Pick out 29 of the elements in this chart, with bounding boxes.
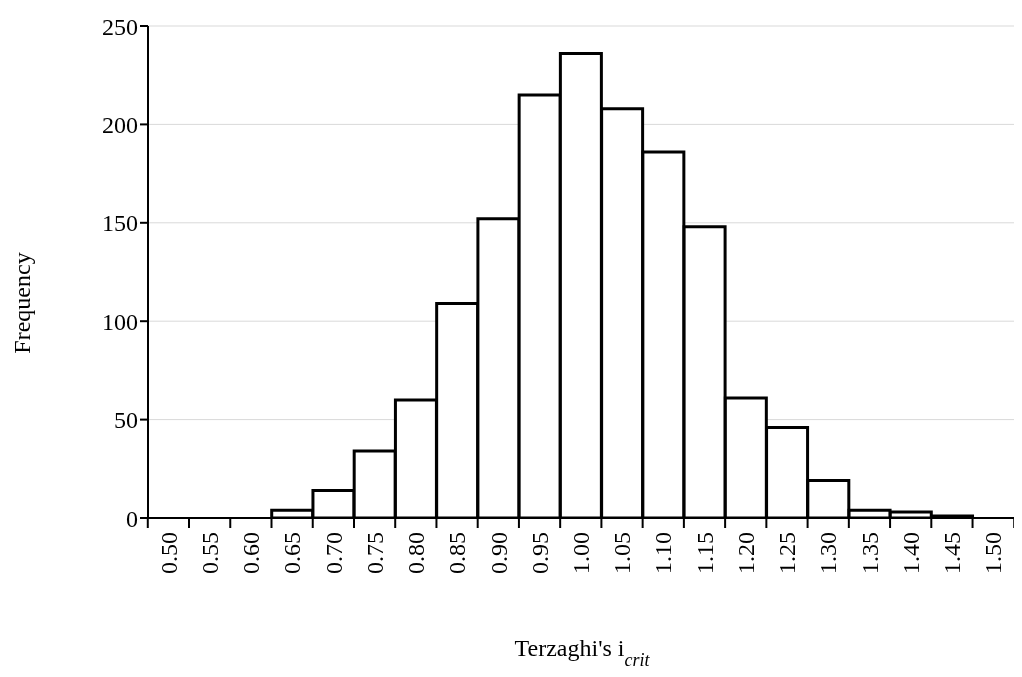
x-tick-label: 0.95: [526, 532, 553, 574]
x-tick-label: 0.50: [155, 532, 182, 574]
y-tick-label: 250: [102, 13, 138, 40]
x-axis-title: Terzaghi's i$_{crit}$: [514, 635, 651, 670]
x-tick-label: 1.45: [939, 532, 966, 574]
x-tick-label: 0.90: [485, 532, 512, 574]
y-axis-title: Frequency: [9, 252, 35, 354]
y-tick-label: 0: [126, 505, 138, 532]
x-tick-label: 1.50: [980, 532, 1007, 574]
x-tick-label: 1.15: [691, 532, 718, 574]
x-tick-label: 1.25: [774, 532, 801, 574]
y-tick-label: 150: [102, 210, 138, 237]
x-tick-label: 0.70: [320, 532, 347, 574]
y-tick-label: 200: [102, 111, 138, 138]
x-tick-label: 1.20: [732, 532, 759, 574]
y-tick-label: 50: [114, 407, 138, 434]
y-tick-label: 100: [102, 308, 138, 335]
x-tick-label: 1.35: [856, 532, 883, 574]
x-tick-label: 1.30: [815, 532, 842, 574]
x-tick-label: 1.10: [650, 532, 677, 574]
x-tick-label: 1.00: [568, 532, 594, 574]
x-tick-label: 0.60: [238, 532, 265, 574]
x-tick-label: 0.75: [361, 532, 388, 574]
x-tick-label: 1.40: [897, 532, 924, 574]
x-tick-label: 0.65: [279, 532, 306, 574]
x-tick-label: 0.55: [196, 532, 223, 574]
x-tick-label: 0.80: [403, 532, 430, 574]
x-tick-label: 1.05: [609, 532, 636, 574]
x-tick-label: 0.85: [444, 532, 471, 574]
